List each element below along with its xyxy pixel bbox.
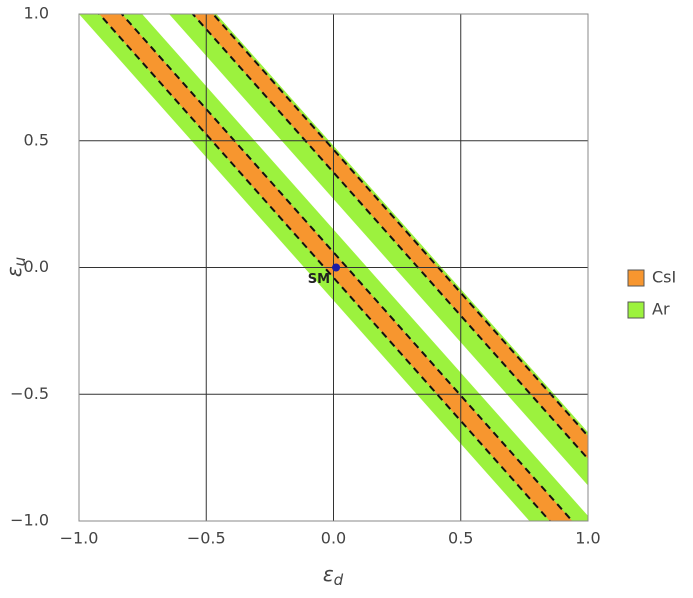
band-edge [120,14,574,521]
x-tick-label: −1.0 [60,529,99,548]
overlay: −1.0 −0.5 0.0 0.5 1.0−1.0−0.50.00.51.0SMεdεu… [2,4,677,589]
legend-swatch [627,301,645,319]
x-tick-label: 0.0 [321,529,346,548]
x-axis-label-subscript: d [334,571,344,589]
y-tick-label: 0.0 [24,257,49,276]
band-edge [191,14,588,460]
y-axis-label: εu [2,257,29,277]
legend-label: CsI [652,268,676,287]
y-tick-label: 0.5 [24,130,49,149]
y-tick-label: −0.5 [10,384,49,403]
x-tick-label: −0.5 [187,529,226,548]
plot-frame [78,13,589,522]
y-tick-label: 1.0 [24,4,49,23]
y-axis-label-symbol: ε [2,266,26,277]
band [169,14,588,486]
x-axis-label-symbol: ε [323,562,334,586]
band-edge [97,14,552,521]
x-axis-label: εd [323,562,344,589]
band-edge [211,14,588,437]
point [332,263,341,272]
x-tick-label: 0.5 [448,529,473,548]
y-axis-label-subscript: u [11,257,29,267]
x-tick-label: 1.0 [575,529,600,548]
point-label: SM [308,272,330,287]
legend-label: Ar [652,300,670,319]
y-tick-label: −1.0 [10,511,49,530]
legend-swatch [627,269,645,287]
